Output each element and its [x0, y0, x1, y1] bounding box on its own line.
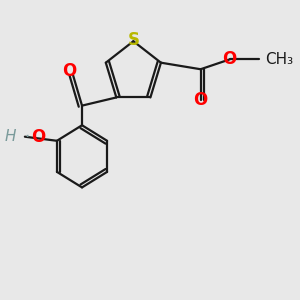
- Text: O: O: [223, 50, 237, 68]
- Text: O: O: [31, 128, 45, 146]
- Text: ·: ·: [24, 128, 29, 146]
- Text: O: O: [194, 91, 208, 109]
- Text: CH₃: CH₃: [265, 52, 293, 67]
- Text: S: S: [128, 32, 140, 50]
- Text: H: H: [4, 129, 16, 144]
- Text: O: O: [62, 62, 76, 80]
